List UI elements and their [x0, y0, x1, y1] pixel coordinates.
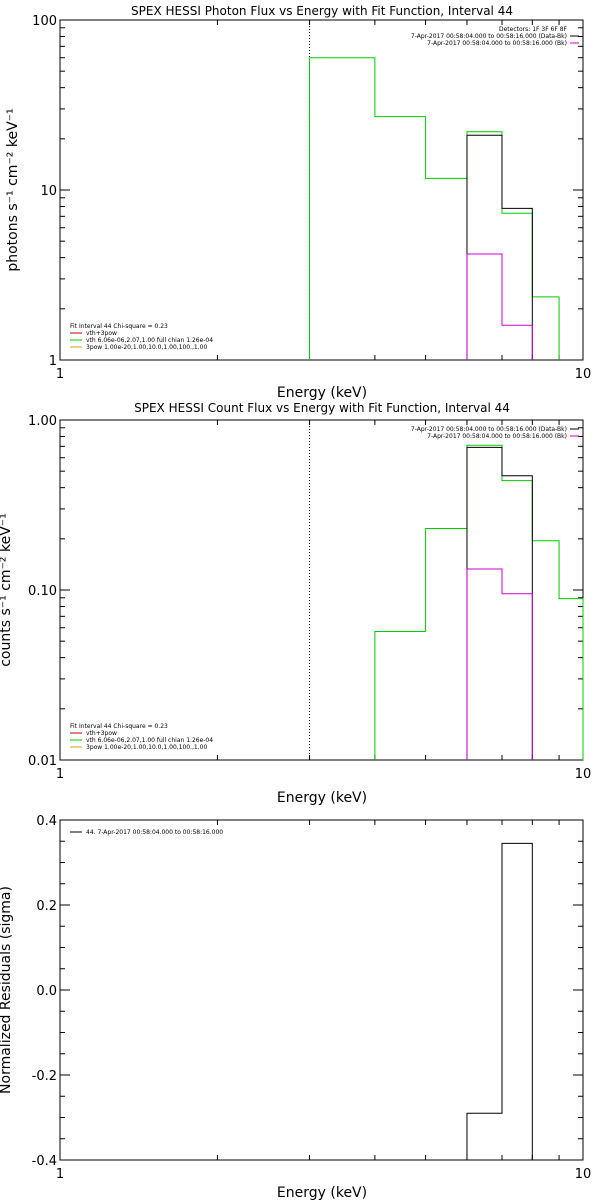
resid-x-axis-label: Energy (keV) [277, 1185, 367, 1200]
count-plot-frame [59, 419, 584, 761]
photon-legend-left-text: Fit Interval 44 Chi-square = 0.23 [70, 323, 168, 330]
photon-legend-right-text: 7-Apr-2017 00:58:04.000 to 00:58:16.000 … [411, 33, 567, 40]
photon-series-2 [466, 253, 533, 360]
resid-legend-left-text: 44. 7-Apr-2017 00:58:04.000 to 00:58:16.… [86, 829, 223, 836]
photon-x-tick-label: 10 [575, 367, 592, 382]
residuals-panel: 1 10 -0.4 -0.2 0.0 0.2 0.4 44. 7-Apr-2017 00:58… [0, 814, 591, 1200]
photon-flux-panel: SPEX HESSI Photon Flux vs Energy with Fi… [5, 4, 591, 401]
photon-plot-frame [59, 19, 584, 361]
resid-series-0 [466, 842, 533, 1160]
photon-x-tick-label: 1 [56, 367, 64, 382]
count-legend-right-text: 7-Apr-2017 00:58:04.000 to 00:58:16.000 … [411, 426, 567, 433]
count-series-0 [374, 444, 584, 760]
resid-y-tick-label: -0.2 [32, 1069, 57, 1084]
count-y-axis-label: counts s⁻¹ cm⁻² keV⁻¹ [0, 513, 14, 667]
photon-legend-right-text: 7-Apr-2017 00:58:04.000 to 00:58:16.000 … [427, 40, 567, 47]
count-x-tick-label: 10 [575, 767, 592, 782]
count-series-2 [466, 568, 533, 760]
photon-legend-left-text: vth 6.06e-06,2.07,1.00 full chian 1.26e-… [86, 337, 213, 344]
count-legend-left-text: Fit Interval 44 Chi-square = 0.23 [70, 723, 168, 730]
photon-y-tick-label: 100 [32, 14, 57, 29]
count-legend-left-text: vth 6.06e-06,2.07,1.00 full chian 1.26e-… [86, 737, 213, 744]
count-series-1 [466, 446, 533, 760]
photon-y-tick-label: 1 [49, 354, 57, 369]
resid-plot-layer: 1 10 -0.4 -0.2 0.0 0.2 0.4 44. 7-Apr-2017 00:58… [32, 814, 592, 1182]
resid-x-tick-label: 10 [575, 1167, 592, 1182]
count-flux-panel: SPEX HESSI Count Flux vs Energy with Fit… [0, 401, 591, 806]
count-legend-left-text: 3pow 1.00e-20,1.00,10.0,1.00,100.,1.00 [86, 744, 207, 751]
count-y-tick-label: 0.10 [28, 584, 57, 599]
resid-y-axis-label: Normalized Residuals (sigma) [0, 886, 14, 1094]
count-chart-title: SPEX HESSI Count Flux vs Energy with Fit… [134, 401, 510, 415]
photon-legend-left-text: vth+3pow [86, 330, 117, 337]
photon-x-axis-label: Energy (keV) [277, 385, 367, 401]
photon-series-0 [309, 57, 560, 360]
count-legend-right-text: 7-Apr-2017 00:58:04.000 to 00:58:16.000 … [427, 433, 567, 440]
resid-y-tick-label: 0.4 [36, 814, 57, 829]
resid-x-tick-label: 1 [56, 1167, 64, 1182]
photon-y-axis-label: photons s⁻¹ cm⁻² keV⁻¹ [5, 108, 21, 271]
count-x-tick-label: 1 [56, 767, 64, 782]
photon-legend-left-text: 3pow 1.00e-20,1.00,10.0,1.00,100.,1.00 [86, 344, 207, 351]
count-x-axis-label: Energy (keV) [277, 790, 367, 806]
resid-y-tick-label: 0.2 [36, 899, 57, 914]
resid-y-tick-label: 0.0 [36, 984, 57, 999]
photon-y-tick-label: 10 [40, 184, 57, 199]
photon-legend-right-text: Detectors: 1F 3F 6F 8F [499, 26, 568, 33]
count-legend-left-text: vth+3pow [86, 730, 117, 737]
count-y-tick-label: 1.00 [28, 414, 57, 429]
count-plot-layer: 1 10 0.01 0.10 1.00 7-Apr-2017 00:58:04.000 t… [28, 414, 591, 782]
resid-plot-frame [59, 819, 584, 1161]
resid-y-tick-label: -0.4 [32, 1154, 57, 1169]
photon-chart-title: SPEX HESSI Photon Flux vs Energy with Fi… [131, 4, 513, 18]
photon-series-1 [466, 134, 533, 360]
count-y-tick-label: 0.01 [28, 754, 57, 769]
